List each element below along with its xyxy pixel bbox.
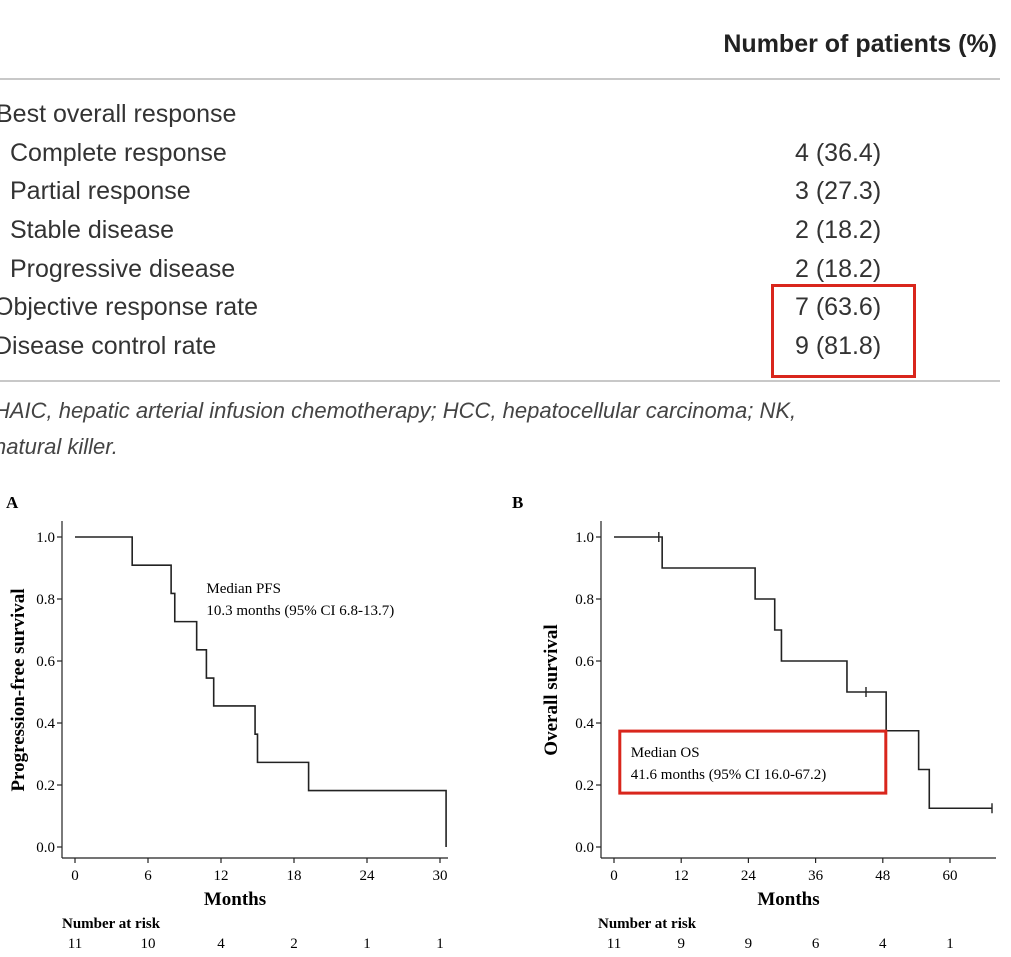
median-annotation-title: Median PFS: [206, 581, 281, 597]
x-tick-label: 6: [144, 868, 152, 884]
risk-table-title: Number at risk: [598, 916, 697, 932]
footnote-line: natural killer.: [0, 434, 118, 459]
highlight-box: [618, 729, 888, 795]
x-tick-label: 60: [943, 868, 958, 884]
risk-count: 1: [946, 936, 954, 952]
table-row: Disease control rate 9 (81.8): [0, 332, 1000, 370]
row-value: 3 (27.3): [795, 177, 882, 205]
highlight-box: [771, 284, 916, 378]
row-value: 2 (18.2): [795, 216, 882, 244]
table-bottom-rule: [0, 380, 1000, 382]
median-annotation-value: 10.3 months (95% CI 6.8-13.7): [206, 603, 394, 619]
x-tick-label: 18: [287, 868, 302, 884]
section-label: Best overall response: [0, 100, 237, 128]
y-tick-label: 1.0: [36, 530, 55, 546]
row-value: 2 (18.2): [795, 255, 882, 283]
row-label: Disease control rate: [0, 332, 217, 360]
survival-curve: [614, 536, 992, 810]
risk-count: 1: [436, 936, 444, 952]
table-row: Partial response 3 (27.3): [0, 177, 1000, 215]
risk-table-title: Number at risk: [62, 916, 161, 932]
column-header: Number of patients (%): [723, 30, 997, 58]
y-tick-label: 0.6: [36, 654, 55, 670]
km-panel-b: B 0.0 0.2 0.4 0.6 0.8 1.0 0 12 24 36 48 60 Months Over…: [512, 493, 996, 952]
x-tick-label: 48: [875, 868, 890, 884]
y-tick-label: 0.4: [575, 716, 594, 732]
row-label: Stable disease: [10, 216, 175, 244]
risk-count: 1: [363, 936, 371, 952]
x-tick-label: 0: [71, 868, 79, 884]
y-tick-label: 0.0: [36, 840, 55, 856]
x-axis-label: Months: [757, 889, 819, 910]
table-row: Stable disease 2 (18.2): [0, 216, 1000, 254]
risk-count: 11: [607, 936, 621, 952]
y-tick-label: 0.8: [36, 592, 55, 608]
survival-curve: [75, 536, 447, 847]
row-label: Objective response rate: [0, 293, 259, 321]
median-annotation-value: 41.6 months (95% CI 16.0-67.2): [631, 767, 826, 783]
km-panel-a: A0.00.20.40.60.81.00 6 12 18 24 30MonthsProgr…: [6, 493, 448, 952]
risk-count: 10: [141, 936, 156, 952]
x-tick-label: 12: [214, 868, 229, 884]
x-tick-label: 12: [674, 868, 689, 884]
row-label: Partial response: [10, 177, 191, 205]
row-value: 9 (81.8): [795, 332, 882, 360]
risk-count: 11: [68, 936, 82, 952]
section-label-row: Best overall response: [0, 100, 1000, 138]
risk-count: 9: [677, 936, 685, 952]
risk-count: 6: [812, 936, 820, 952]
row-label: Complete response: [10, 139, 227, 167]
panel-label: B: [512, 493, 523, 512]
risk-count: 9: [745, 936, 753, 952]
footnote-line: HAIC, hepatic arterial infusion chemothe…: [0, 398, 797, 423]
row-label: Progressive disease: [10, 255, 236, 283]
risk-count: 4: [879, 936, 887, 952]
y-axis-label: Progression-free survival: [8, 588, 29, 791]
y-tick-label: 0.4: [36, 716, 55, 732]
panel-label: A: [6, 493, 19, 512]
table-row: Complete response 4 (36.4): [0, 139, 1000, 177]
row-value: 4 (36.4): [795, 139, 882, 167]
y-tick-label: 1.0: [575, 530, 594, 546]
row-value: 7 (63.6): [795, 293, 882, 321]
y-tick-label: 0.0: [575, 840, 594, 856]
x-tick-label: 24: [741, 868, 757, 884]
risk-count: 4: [217, 936, 225, 952]
y-tick-label: 0.8: [575, 592, 594, 608]
table-top-rule: [0, 78, 1000, 80]
risk-count: 2: [290, 936, 298, 952]
y-tick-label: 0.2: [575, 778, 594, 794]
y-tick-label: 0.6: [575, 654, 594, 670]
median-annotation-title: Median OS: [631, 745, 700, 761]
y-tick-label: 0.2: [36, 778, 55, 794]
x-tick-label: 30: [433, 868, 448, 884]
table-row: Progressive disease 2 (18.2): [0, 255, 1000, 293]
x-tick-label: 36: [808, 868, 824, 884]
table-row: Objective response rate 7 (63.6): [0, 293, 1000, 331]
x-tick-label: 0: [610, 868, 618, 884]
x-axis-label: Months: [204, 889, 266, 910]
response-table: Number of patients (%) Best overall resp…: [0, 0, 1011, 390]
footnote: HAIC, hepatic arterial infusion chemothe…: [0, 393, 1000, 465]
x-tick-label: 24: [360, 868, 376, 884]
y-axis-label: Overall survival: [541, 624, 562, 755]
